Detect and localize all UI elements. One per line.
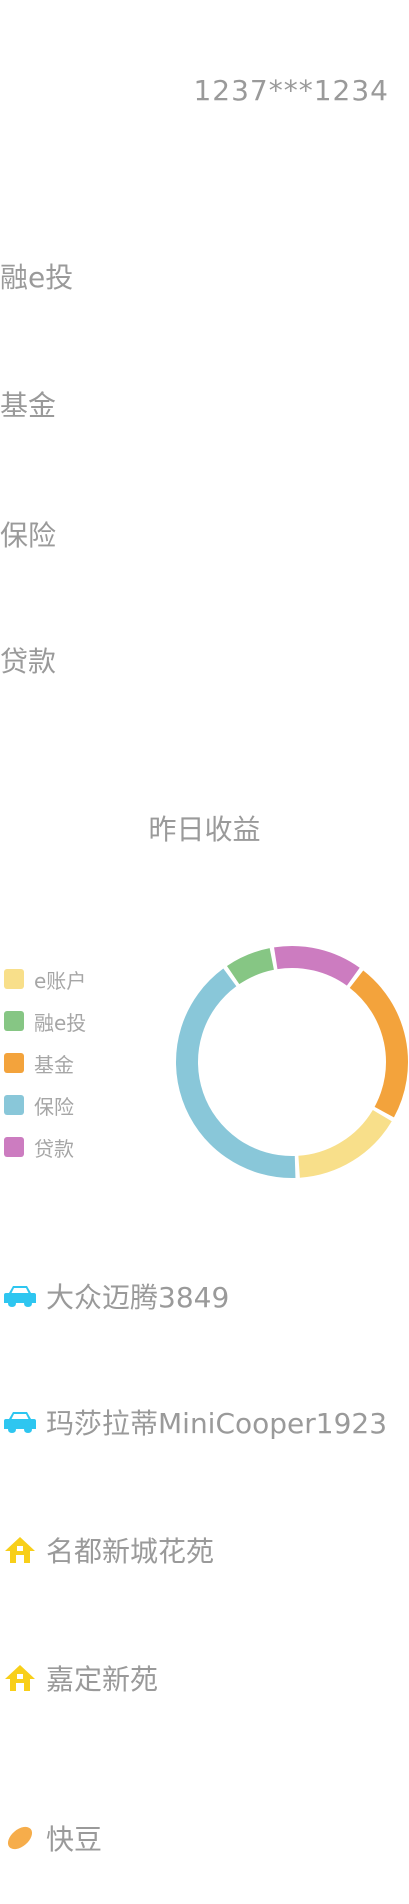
donut-slice-rong-e-tou	[226, 948, 275, 985]
legend-item-insurance: 保险	[4, 1084, 86, 1126]
asset-label: 嘉定新苑	[46, 1663, 159, 1696]
asset-label: 玛莎拉蒂MiniCooper1923	[46, 1407, 388, 1440]
legend-swatch	[4, 1011, 24, 1031]
legend-item-loan: 贷款	[4, 1126, 86, 1168]
phone-number: 1237***1234	[193, 74, 389, 107]
car-icon	[2, 1278, 38, 1314]
chart-legend: e账户 融e投 基金 保险 贷款	[4, 958, 86, 1168]
legend-item-rong-e-tou: 融e投	[4, 1000, 86, 1042]
legend-swatch	[4, 1137, 24, 1157]
earnings-title: 昨日收益	[148, 813, 261, 846]
donut-slice-fund	[349, 970, 408, 1118]
asset-label: 名都新城花苑	[46, 1535, 215, 1568]
earnings-donut-chart	[176, 946, 408, 1178]
bean-icon	[2, 1820, 38, 1856]
asset-item-house-2[interactable]: 嘉定新苑	[0, 1658, 158, 1698]
house-icon	[2, 1660, 38, 1696]
asset-label: 大众迈腾3849	[46, 1281, 230, 1314]
asset-label: 快豆	[46, 1823, 103, 1856]
legend-label: 贷款	[34, 1136, 74, 1161]
menu-item-insurance[interactable]: 保险	[0, 519, 57, 552]
house-icon	[2, 1532, 38, 1568]
asset-item-bean[interactable]: 快豆	[0, 1818, 102, 1858]
car-icon	[2, 1404, 38, 1440]
asset-item-car-2[interactable]: 玛莎拉蒂MiniCooper1923	[0, 1402, 387, 1442]
asset-item-car-1[interactable]: 大众迈腾3849	[0, 1276, 229, 1316]
legend-item-e-account: e账户	[4, 958, 86, 1000]
legend-label: 保险	[34, 1094, 74, 1119]
legend-item-fund: 基金	[4, 1042, 86, 1084]
donut-slice-loan	[274, 946, 360, 986]
donut-slice-e-account	[298, 1109, 392, 1178]
legend-label: 基金	[34, 1052, 74, 1077]
legend-label: e账户	[34, 968, 87, 993]
legend-swatch	[4, 1095, 24, 1115]
donut-slice-insurance	[176, 968, 296, 1178]
legend-label: 融e投	[34, 1010, 87, 1035]
asset-item-house-1[interactable]: 名都新城花苑	[0, 1530, 214, 1570]
menu-item-loan[interactable]: 贷款	[0, 645, 57, 678]
legend-swatch	[4, 1053, 24, 1073]
menu-item-fund[interactable]: 基金	[0, 389, 57, 422]
legend-swatch	[4, 969, 24, 989]
menu-item-rong-e-tou[interactable]: 融e投	[0, 261, 74, 294]
